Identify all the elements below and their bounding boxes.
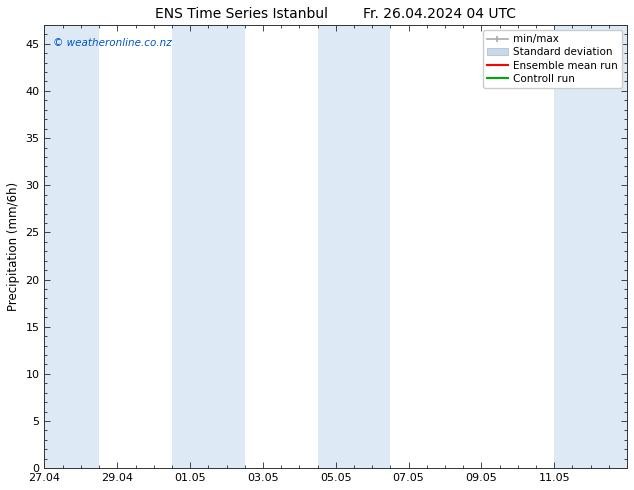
- Bar: [554, 25, 627, 468]
- Y-axis label: Precipitation (mm/6h): Precipitation (mm/6h): [7, 182, 20, 311]
- Legend: min/max, Standard deviation, Ensemble mean run, Controll run: min/max, Standard deviation, Ensemble me…: [482, 30, 622, 88]
- Bar: [44, 25, 99, 468]
- Bar: [172, 25, 245, 468]
- Title: ENS Time Series Istanbul        Fr. 26.04.2024 04 UTC: ENS Time Series Istanbul Fr. 26.04.2024 …: [155, 7, 516, 21]
- Text: © weatheronline.co.nz: © weatheronline.co.nz: [53, 38, 172, 48]
- Bar: [318, 25, 391, 468]
